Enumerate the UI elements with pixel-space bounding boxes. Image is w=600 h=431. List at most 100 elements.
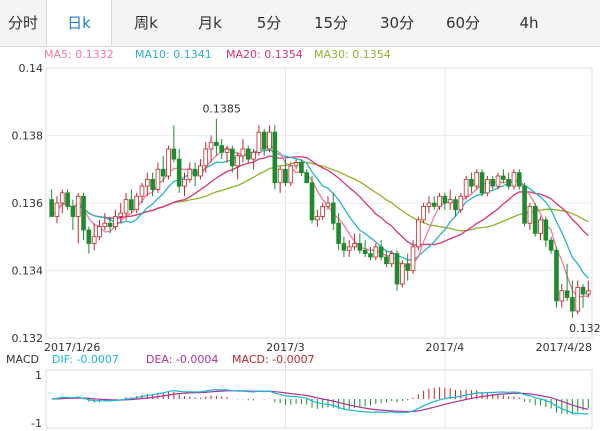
candle-body	[400, 263, 405, 285]
candle-body	[511, 172, 517, 187]
candle-body	[469, 178, 474, 187]
candle-body	[453, 199, 458, 211]
candle-body	[214, 141, 219, 147]
y-tick-label: 0.14	[19, 62, 44, 75]
candle-body	[81, 195, 86, 231]
candle-body	[463, 178, 469, 197]
candle-body	[59, 192, 65, 204]
candle-body	[336, 222, 341, 244]
candle-body	[315, 216, 320, 221]
candle-body	[267, 131, 272, 150]
tab-2[interactable]: 周k	[134, 14, 158, 32]
dif-legend: DIF: -0.0007	[52, 353, 119, 366]
candle-body	[543, 219, 549, 241]
macd-legend: MACD DIF: -0.0007 DEA: -0.0004 MACD: -0.…	[0, 353, 600, 369]
candle-body	[288, 165, 294, 184]
candle-body	[139, 185, 145, 197]
candle-body	[219, 145, 225, 153]
candle-body	[182, 178, 187, 187]
candle-body	[538, 219, 543, 234]
candle-body	[437, 195, 442, 207]
candle-body	[516, 172, 522, 187]
candle-body	[532, 205, 538, 234]
candle-body	[203, 148, 209, 167]
candle-body	[129, 199, 134, 211]
candle-body	[389, 253, 395, 265]
candle-body	[384, 256, 389, 265]
candle-body	[155, 168, 161, 190]
tab-6[interactable]: 30分	[379, 14, 415, 32]
ma-legend: MA5: 0.1332 MA10: 0.1341 MA20: 0.1354 MA…	[0, 48, 600, 66]
candle-body	[150, 178, 155, 190]
macd-title: MACD	[6, 353, 39, 366]
candle-body	[485, 178, 490, 194]
tab-1[interactable]: 日k	[46, 0, 112, 46]
candle-body	[548, 239, 554, 251]
tab-5[interactable]: 15分	[313, 14, 349, 32]
tab-8[interactable]: 4h	[519, 14, 539, 32]
ma30-line	[51, 161, 589, 232]
candle-body	[70, 205, 76, 217]
ma10-line	[51, 149, 589, 279]
candle-body	[102, 222, 108, 228]
dif-line	[51, 389, 589, 415]
candle-body	[256, 131, 262, 153]
candle-body	[235, 155, 240, 167]
candle-body	[171, 148, 177, 160]
price-annotation: 0.1385	[202, 103, 241, 116]
candle-body	[357, 243, 363, 251]
candle-body	[346, 246, 352, 251]
candle-body	[240, 148, 246, 157]
macd-y-tick: -1	[31, 417, 42, 430]
candle-body	[362, 249, 368, 255]
tab-3[interactable]: 月k	[198, 14, 222, 32]
candle-body	[559, 290, 565, 302]
candle-body	[373, 246, 379, 258]
candle-body	[283, 168, 288, 184]
candle-body	[341, 243, 347, 251]
candle-body	[495, 175, 501, 187]
candle-body	[91, 236, 97, 244]
candle-body	[580, 286, 586, 295]
dea-legend: DEA: -0.0004	[146, 353, 219, 366]
period-tab-bar: 分时 日k 周k 月k 5分 15分 30分 60分 4h	[0, 0, 600, 47]
y-tick-label: 0.138	[12, 130, 44, 143]
price-annotation: 0.1326	[569, 322, 600, 335]
candle-body	[75, 195, 81, 217]
x-tick-label: 2017/4/28	[536, 341, 592, 354]
macd-value-legend: MACD: -0.0007	[232, 353, 315, 366]
candle-body	[293, 162, 299, 167]
candle-body	[245, 148, 251, 160]
candle-body	[309, 182, 315, 221]
candle-body	[198, 165, 203, 177]
tab-0[interactable]: 分时	[7, 14, 38, 32]
candle-body	[458, 195, 464, 211]
candle-body	[330, 202, 336, 224]
tab-4[interactable]: 5分	[256, 14, 282, 32]
candle-body	[113, 216, 118, 228]
y-tick-label: 0.132	[12, 332, 44, 345]
candle-body	[447, 199, 453, 204]
candle-body	[490, 178, 496, 187]
candle-body	[410, 246, 416, 271]
candle-body	[134, 195, 139, 211]
ma5-line	[51, 144, 589, 299]
candle-body	[501, 175, 506, 180]
candle-body	[304, 172, 310, 184]
candle-body	[431, 202, 437, 207]
candle-body	[368, 253, 373, 258]
ma10-legend: MA10: 0.1341	[135, 48, 212, 61]
dea-line	[51, 390, 589, 413]
ma30-legend: MA30: 0.1354	[314, 48, 391, 61]
candle-body	[474, 172, 480, 187]
candle-body	[527, 205, 533, 224]
candle-body	[479, 172, 485, 194]
candle-body	[208, 141, 214, 150]
tab-7[interactable]: 60分	[445, 14, 481, 32]
candle-body	[378, 246, 384, 258]
candle-body	[230, 148, 235, 167]
y-tick-label: 0.136	[12, 197, 44, 210]
macd-frame	[45, 369, 593, 429]
candle-body	[118, 212, 124, 217]
